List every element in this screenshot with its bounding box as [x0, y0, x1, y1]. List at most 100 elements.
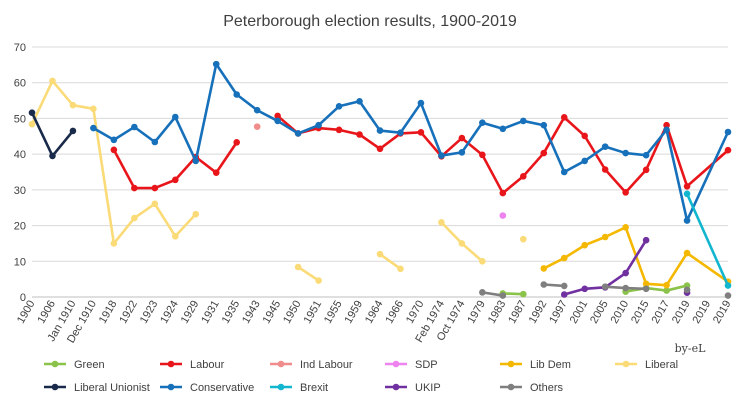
series-line	[685, 192, 730, 287]
data-point	[479, 257, 486, 265]
data-point	[622, 269, 629, 277]
legend-label: Liberal Unionist	[74, 382, 150, 394]
data-point	[315, 121, 322, 129]
data-point	[171, 113, 179, 121]
data-point	[253, 106, 261, 114]
legend-label: Brexit	[300, 382, 328, 394]
series-line	[542, 283, 566, 288]
data-point	[724, 128, 732, 136]
data-point	[131, 123, 138, 131]
data-point	[724, 282, 732, 289]
legend-item-brexit: Brexit	[270, 382, 328, 394]
data-point	[642, 166, 650, 174]
data-point	[212, 169, 220, 177]
data-point	[724, 146, 732, 154]
data-point	[663, 281, 670, 289]
data-point	[499, 292, 507, 299]
series-line	[481, 291, 505, 297]
chart-title: Peterborough election results, 1900-2019	[223, 13, 517, 30]
data-point	[642, 280, 650, 288]
y-tick-label: 20	[14, 221, 26, 233]
series-lines	[28, 60, 732, 299]
legend-swatch-marker	[392, 383, 400, 391]
data-point	[601, 233, 609, 241]
data-point	[151, 138, 159, 146]
legend-item-ukip: UKIP	[385, 382, 441, 394]
data-point	[294, 263, 302, 271]
data-point	[192, 210, 200, 218]
data-point	[356, 131, 363, 138]
legend-label: Others	[530, 382, 564, 394]
legend-label: Labour	[190, 359, 225, 371]
data-point	[171, 176, 179, 184]
data-point	[724, 292, 732, 299]
legend-item-conservative: Conservative	[160, 382, 254, 394]
data-point	[479, 119, 486, 127]
legend-item-green: Green	[44, 359, 105, 371]
data-point	[438, 152, 445, 159]
series-liberal-unionist	[28, 109, 77, 160]
data-point	[458, 149, 466, 156]
data-point	[499, 189, 507, 197]
legend-label: Green	[74, 359, 105, 371]
series-lib-dem	[540, 224, 732, 289]
legend-label: UKIP	[415, 382, 441, 394]
series-line	[501, 292, 525, 296]
data-point	[540, 265, 548, 272]
data-point	[151, 184, 159, 192]
data-point	[663, 287, 670, 294]
data-point	[540, 121, 548, 129]
series-line	[296, 265, 320, 282]
y-tick-label: 70	[14, 42, 26, 54]
legend-swatch-marker	[167, 383, 175, 391]
data-point	[253, 123, 261, 130]
data-point	[499, 125, 507, 133]
data-point	[601, 283, 609, 290]
legend-label: Conservative	[190, 382, 254, 394]
legend-item-others: Others	[500, 382, 564, 394]
data-point	[315, 277, 322, 284]
data-point	[69, 127, 77, 135]
legend-item-labour: Labour	[160, 359, 225, 371]
data-point	[622, 224, 629, 231]
data-point	[397, 265, 404, 273]
series-line	[624, 284, 689, 293]
data-point	[131, 214, 138, 222]
data-point	[683, 249, 691, 257]
legend-swatch-marker	[167, 360, 175, 368]
legend-item-ind-labour: Ind Labour	[270, 359, 353, 371]
data-point	[110, 136, 118, 144]
data-point	[356, 97, 363, 105]
data-point	[376, 250, 384, 258]
legend-item-sdp: SDP	[385, 359, 438, 371]
data-point	[417, 129, 425, 136]
data-point	[581, 285, 589, 293]
data-point	[622, 284, 629, 292]
data-point	[560, 254, 568, 262]
data-point	[540, 149, 548, 157]
data-point	[601, 166, 609, 173]
data-point	[479, 289, 486, 296]
series-sdp	[499, 212, 507, 219]
data-point	[519, 172, 527, 180]
data-point	[110, 146, 118, 154]
data-point	[663, 126, 670, 134]
data-point	[110, 240, 118, 247]
data-point	[642, 151, 650, 159]
data-point	[376, 145, 384, 153]
data-point	[294, 130, 302, 137]
y-tick-label: 30	[14, 185, 26, 197]
data-point	[581, 132, 589, 140]
data-point	[458, 240, 466, 247]
data-point	[335, 126, 343, 134]
data-point	[622, 149, 629, 157]
chart-credit: by-eL	[675, 342, 706, 355]
data-point	[28, 120, 36, 128]
data-point	[417, 99, 425, 107]
data-point	[438, 219, 445, 226]
data-point	[560, 114, 568, 121]
y-tick-label: 0	[20, 292, 26, 304]
series-brexit	[683, 190, 732, 289]
data-point	[397, 129, 404, 137]
